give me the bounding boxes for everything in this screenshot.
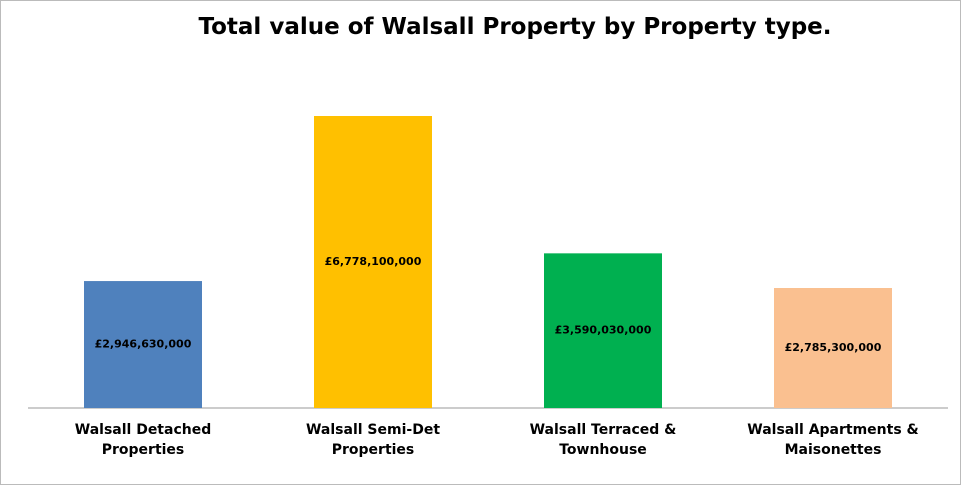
chart-title: Total value of Walsall Property by Prope… bbox=[198, 14, 832, 40]
data-label: £3,590,030,000 bbox=[555, 324, 652, 337]
data-label: £6,778,100,000 bbox=[325, 255, 422, 268]
x-tick-label: Walsall Apartments & Maisonettes bbox=[747, 422, 919, 458]
x-tick-label: Walsall Semi-Det Properties bbox=[305, 422, 441, 458]
data-label: £2,785,300,000 bbox=[785, 341, 882, 354]
data-label: £2,946,630,000 bbox=[95, 338, 192, 351]
bar bbox=[314, 116, 432, 408]
bar bbox=[84, 281, 202, 408]
x-tick-label: Walsall Terraced & Townhouse bbox=[529, 422, 677, 458]
bar bbox=[774, 288, 892, 408]
bar bbox=[544, 253, 662, 408]
x-tick-label: Walsall Detached Properties bbox=[74, 422, 212, 458]
